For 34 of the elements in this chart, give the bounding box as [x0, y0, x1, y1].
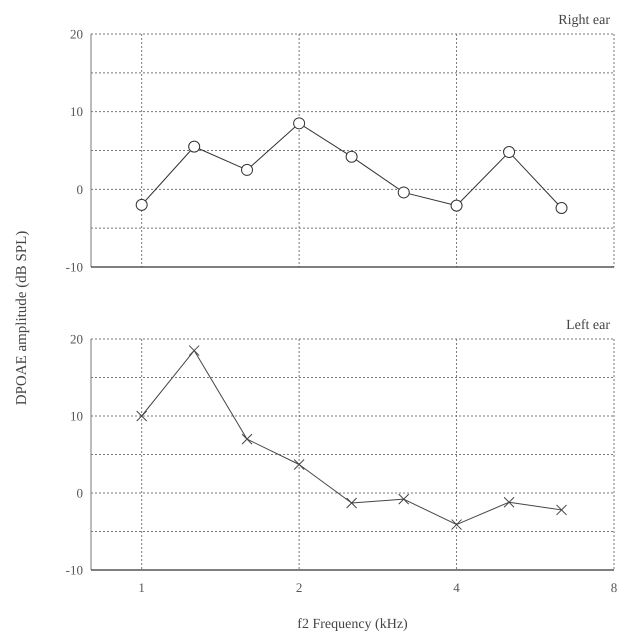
point: [556, 202, 568, 214]
point: [136, 410, 148, 422]
point: [188, 140, 200, 153]
point: [503, 146, 516, 158]
y-tick-label: 0: [76, 486, 83, 501]
point: [398, 494, 410, 505]
y-tick-label: -10: [66, 260, 83, 275]
y-tick-label: -10: [66, 562, 83, 578]
point: [346, 498, 358, 509]
point: [242, 434, 253, 445]
point: [293, 117, 306, 130]
point: [241, 164, 254, 176]
point: [188, 345, 200, 356]
y-tick-label: 0: [76, 182, 83, 197]
point: [398, 186, 410, 198]
y-tick-label: 10: [70, 104, 83, 120]
y-tick-label: 20: [70, 332, 83, 347]
chart-title: Right ear: [558, 13, 610, 28]
point: [294, 459, 305, 470]
x-tick-label: 1: [138, 580, 145, 595]
point: [504, 496, 515, 508]
point: [136, 198, 148, 211]
point: [556, 504, 568, 516]
y-tick-label: 20: [70, 26, 83, 42]
y-tick-label: 10: [70, 408, 83, 424]
x-tick-label: 4: [453, 580, 460, 595]
point: [346, 150, 358, 163]
x-tick-label: 8: [610, 580, 618, 595]
point: [450, 200, 463, 212]
y-axis-title: DPOAE amplitude (dB SPL): [14, 230, 30, 406]
x-tick-label: 2: [296, 580, 302, 595]
chart-title: Left ear: [566, 318, 610, 333]
x-axis-title: f2 Frequency (kHz): [297, 617, 408, 632]
point: [451, 519, 462, 530]
